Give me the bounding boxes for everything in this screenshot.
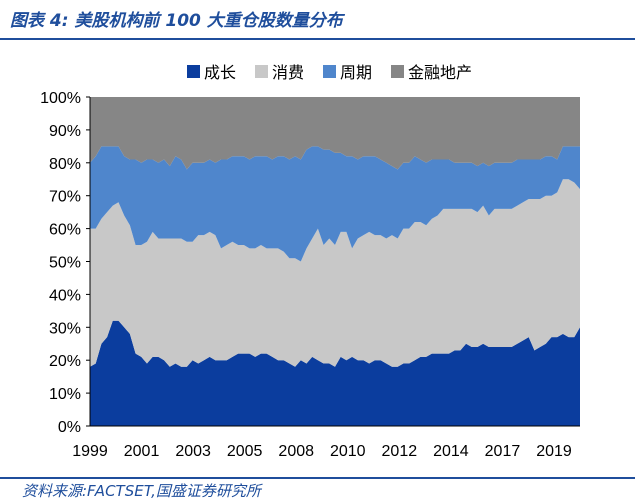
legend: 成长 消费 周期 金融地产 <box>187 63 472 82</box>
y-tick-label: 70% <box>49 189 81 206</box>
x-tick-label: 1999 <box>72 443 108 460</box>
legend-label: 消费 <box>272 63 304 82</box>
y-tick-label: 80% <box>49 156 81 173</box>
x-tick-label: 2008 <box>278 443 314 460</box>
x-tick-label: 2003 <box>175 443 211 460</box>
source-note: 资料来源:FACTSET,国盛证券研究所 <box>22 482 261 500</box>
footer-rule <box>0 477 635 479</box>
x-tick-label: 2005 <box>227 443 263 460</box>
area-series-2 <box>90 179 580 367</box>
y-tick-label: 30% <box>49 320 81 337</box>
y-tick-label: 60% <box>49 222 81 239</box>
header-rule <box>0 38 635 40</box>
y-tick-label: 90% <box>49 123 81 140</box>
legend-label: 金融地产 <box>408 63 472 82</box>
y-tick-label: 0% <box>58 419 81 436</box>
area-series-3 <box>90 146 580 262</box>
legend-swatch <box>391 65 404 78</box>
stacked-area-chart: 成长 消费 周期 金融地产 0% 10% 20% 30% 40% 50% 60% 70% 80% 90%… <box>40 63 580 460</box>
x-tick-label: 2014 <box>433 443 469 460</box>
legend-label: 成长 <box>204 63 236 82</box>
y-tick-label: 100% <box>40 90 81 107</box>
area-series-4 <box>90 97 580 170</box>
x-tick-label: 2001 <box>124 443 160 460</box>
y-tick-label: 40% <box>49 287 81 304</box>
y-tick-label: 50% <box>49 255 81 272</box>
x-tick-label: 2010 <box>330 443 366 460</box>
legend-swatch <box>323 65 336 78</box>
legend-swatch <box>255 65 268 78</box>
x-tick-label: 2019 <box>536 443 572 460</box>
y-tick-label: 20% <box>49 353 81 370</box>
axes: 0% 10% 20% 30% 40% 50% 60% 70% 80% 90% 100% 1999 200… <box>40 90 580 460</box>
chart-title: 图表 4: 美股机构前 100 大重仓股数量分布 <box>10 11 343 31</box>
area-series-1 <box>90 320 580 426</box>
x-tick-label: 2012 <box>382 443 418 460</box>
legend-label: 周期 <box>340 63 372 82</box>
area-series-group <box>90 97 580 426</box>
x-tick-label: 2017 <box>485 443 521 460</box>
legend-swatch <box>187 65 200 78</box>
y-tick-label: 10% <box>49 386 81 403</box>
